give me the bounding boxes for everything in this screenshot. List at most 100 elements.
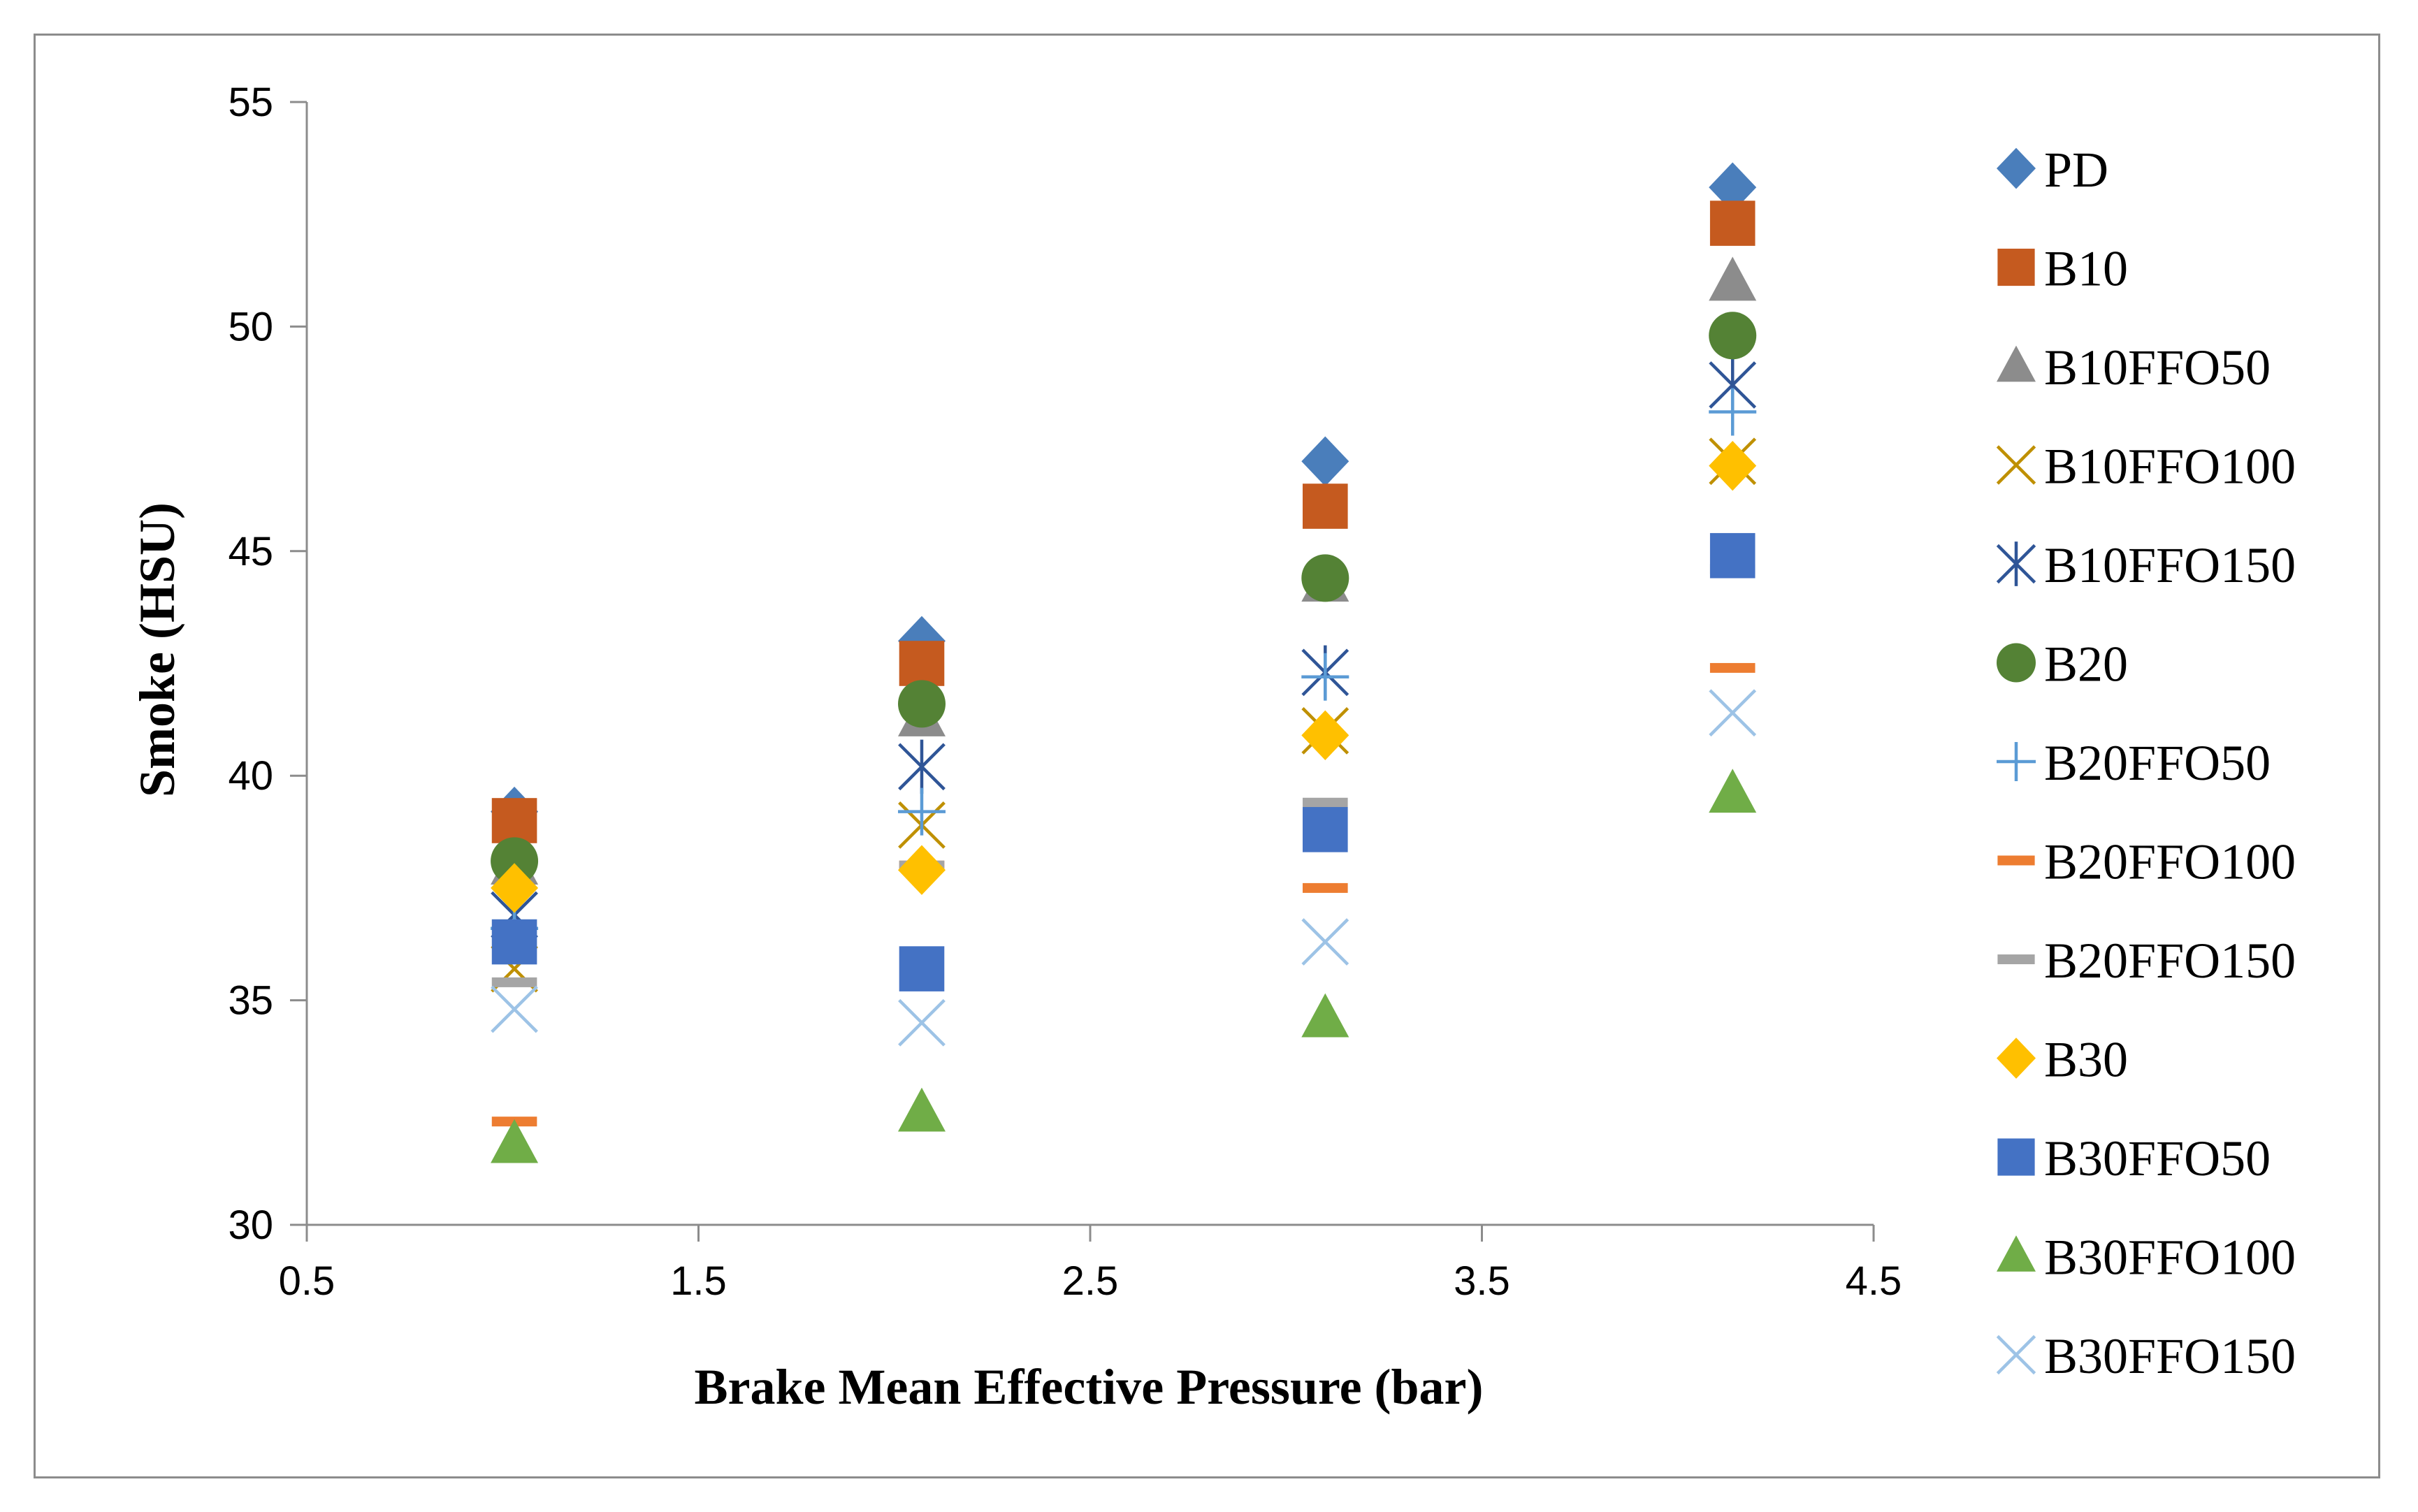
legend-item: PD: [1997, 142, 2108, 198]
legend-label: B30FFO150: [2044, 1328, 2296, 1384]
data-point: [491, 798, 537, 843]
series-b30ffo150: [491, 689, 1757, 1047]
legend-item: B10FFO50: [1997, 340, 2271, 395]
data-point: [1303, 797, 1348, 808]
legend-marker: [1997, 643, 2036, 683]
legend-marker: [1996, 1335, 2036, 1375]
data-point: [491, 985, 538, 1033]
legend-marker: [1997, 147, 2036, 189]
series-b30ffo100: [491, 769, 1757, 1163]
data-point: [491, 977, 537, 987]
x-tick-label: 1.5: [670, 1258, 727, 1304]
legend-label: B20FFO150: [2044, 933, 2296, 989]
data-point: [1709, 440, 1757, 491]
legend-item: B10: [1997, 241, 2128, 297]
data-point: [1709, 532, 1755, 579]
axes: [290, 101, 1875, 1242]
data-point: [1709, 312, 1757, 360]
data-point: [897, 1087, 946, 1132]
data-point: [491, 919, 537, 965]
y-tick-label: 40: [228, 753, 273, 799]
data-point: [897, 680, 946, 728]
data-point: [491, 1119, 539, 1163]
series-b10: [491, 201, 1755, 843]
legend-item: B30: [1997, 1032, 2128, 1088]
data-points: [491, 162, 1757, 1163]
y-tick-label: 50: [228, 304, 273, 349]
data-point-stroke: [1709, 689, 1757, 737]
y-tick-label: 45: [228, 529, 273, 574]
series-b10ffo50: [491, 256, 1757, 885]
chart-frame: 30 35 40 45 50 55 0.5 1.5 2.5 3.5 4.5 PD B10 B10FFO5…: [34, 34, 2380, 1478]
data-point: [1709, 662, 1755, 673]
legend-label: PD: [2044, 142, 2108, 198]
legend-marker-stroke: [1996, 445, 2036, 485]
data-point: [1709, 201, 1755, 246]
scatter-chart: 30 35 40 45 50 55 0.5 1.5 2.5 3.5 4.5 PD B10 B10FFO5…: [129, 80, 2296, 1415]
data-point: [1303, 484, 1348, 529]
data-point: [1303, 882, 1348, 893]
data-point: [899, 946, 945, 991]
x-tick-label: 4.5: [1846, 1258, 1902, 1304]
data-point: [1303, 807, 1348, 852]
data-point-stroke: [898, 998, 946, 1047]
legend-marker: [1997, 1235, 2036, 1272]
data-point: [898, 998, 946, 1047]
data-point: [1301, 436, 1349, 486]
legend-label: B30FFO100: [2044, 1230, 2296, 1286]
data-point: [898, 739, 946, 794]
legend-item: B20: [1997, 637, 2128, 692]
legend-item: B30FFO100: [1997, 1230, 2296, 1286]
series-b20ffo100: [491, 662, 1755, 1127]
data-point: [1301, 918, 1349, 966]
x-tick-label: 2.5: [1062, 1258, 1119, 1304]
legend-item: B10FFO150: [1996, 537, 2296, 593]
data-point: [899, 641, 945, 686]
data-point: [1301, 554, 1349, 602]
series-b10ffo150: [491, 358, 1757, 943]
series-pd: [491, 162, 1757, 837]
legend-label: B10FFO100: [2044, 439, 2296, 495]
legend-item: B30FFO150: [1996, 1328, 2296, 1384]
x-tick-label: 3.5: [1454, 1258, 1510, 1304]
legend-marker: [1997, 1038, 2036, 1079]
y-tick-label: 55: [228, 80, 273, 125]
legend-marker: [1997, 742, 2036, 781]
data-point: [491, 863, 539, 913]
data-point: [491, 837, 539, 885]
legend-label: B10: [2044, 241, 2128, 297]
legend-marker: [1996, 445, 2036, 485]
data-point-stroke: [491, 985, 538, 1033]
legend: PD B10 B10FFO50 B10FFO100 B10FFO150 B20 B20FFO…: [1996, 142, 2296, 1384]
data-point: [897, 787, 946, 836]
data-point: [1709, 388, 1757, 436]
legend-marker-stroke: [1996, 1335, 2036, 1375]
tick-labels: 30 35 40 45 50 55 0.5 1.5 2.5 3.5 4.5: [228, 80, 1902, 1304]
legend-marker: [1997, 1138, 2035, 1176]
legend-label: B20FFO50: [2044, 735, 2271, 791]
legend-label: B20: [2044, 637, 2128, 692]
data-point: [897, 845, 946, 895]
legend-item: B20FFO50: [1997, 735, 2271, 791]
legend-label: B30FFO50: [2044, 1131, 2271, 1186]
y-axis-title: Smoke (HSU): [129, 502, 185, 797]
legend-marker: [1997, 954, 2035, 964]
legend-item: B30FFO50: [1997, 1131, 2271, 1186]
data-point: [1709, 689, 1757, 737]
legend-item: B20FFO150: [1997, 933, 2296, 989]
data-point: [1709, 256, 1757, 301]
legend-label: B20FFO100: [2044, 834, 2296, 890]
series-b20ffo50: [491, 388, 1757, 952]
x-axis-title: Brake Mean Effective Pressure (bar): [694, 1359, 1483, 1415]
y-tick-label: 30: [228, 1202, 273, 1248]
data-point-stroke: [1301, 918, 1349, 966]
legend-item: B10FFO100: [1996, 439, 2296, 495]
legend-label: B30: [2044, 1032, 2128, 1088]
data-point: [1301, 993, 1349, 1038]
legend-label: B10FFO150: [2044, 537, 2296, 593]
legend-marker: [1996, 541, 2036, 586]
legend-marker: [1997, 345, 2036, 382]
data-point: [1301, 710, 1349, 761]
data-point: [1709, 162, 1757, 212]
legend-marker: [1997, 248, 2035, 286]
